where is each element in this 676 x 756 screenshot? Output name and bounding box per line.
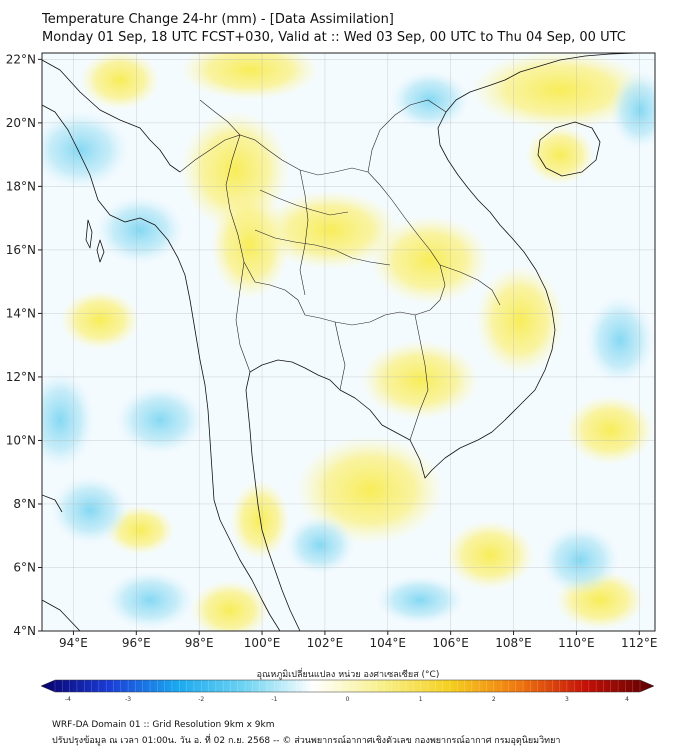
lon-tick-label: 104°E — [370, 636, 407, 650]
lon-tick-label: 98°E — [185, 636, 214, 650]
lon-tick-label: 106°E — [432, 636, 469, 650]
colorbar-tick-label: 0 — [346, 696, 350, 703]
lat-tick-label: 14°N — [6, 306, 36, 320]
footer-credit: ปรับปรุงข้อมูล ณ เวลา 01:00น. วัน อ. ที่… — [52, 736, 561, 746]
latitude-axis: 22°N 20°N 18°N 16°N 14°N 12°N 10°N 8°N 6°N 4°N — [6, 52, 42, 638]
lat-tick-label: 20°N — [6, 116, 36, 130]
temperature-change-map: 94°E 96°E 98°E 100°E 102°E 104°E 106°E 108°E 110… — [6, 52, 658, 703]
lat-tick-label: 18°N — [6, 179, 36, 193]
lat-tick-label: 12°N — [6, 370, 36, 384]
map-subtitle: Monday 01 Sep, 18 UTC FCST+030, Valid at… — [42, 30, 626, 45]
lon-tick-label: 96°E — [122, 636, 151, 650]
colorbar-label: อุณหภูมิเปลี่ยนแปลง หน่วย องศาเซลเซียส (… — [257, 667, 440, 680]
colorbar — [40, 679, 655, 693]
colorbar-tick-label: 4 — [625, 696, 629, 703]
lon-tick-label: 108°E — [495, 636, 532, 650]
temperature-field — [42, 53, 655, 631]
longitude-axis: 94°E 96°E 98°E 100°E 102°E 104°E 106°E 108°E 110… — [59, 631, 658, 650]
lat-tick-label: 4°N — [13, 624, 36, 638]
map-gridlines — [42, 53, 655, 631]
lon-tick-label: 94°E — [59, 636, 88, 650]
lat-tick-label: 22°N — [6, 52, 36, 66]
lat-tick-label: 8°N — [13, 497, 36, 511]
lon-tick-label: 100°E — [244, 636, 281, 650]
coastlines — [42, 53, 641, 631]
colorbar-ticks: -4 -3 -2 -1 0 1 2 3 4 — [65, 696, 629, 703]
colorbar-tick-label: 1 — [419, 696, 423, 703]
lat-tick-label: 10°N — [6, 433, 36, 447]
political-borders — [179, 99, 501, 441]
lat-tick-label: 16°N — [6, 243, 36, 257]
map-frame — [41, 52, 656, 632]
lon-tick-label: 112°E — [621, 636, 658, 650]
footer-model-info: WRF-DA Domain 01 :: Grid Resolution 9km … — [52, 720, 275, 730]
lon-tick-label: 110°E — [558, 636, 595, 650]
lon-tick-label: 102°E — [307, 636, 344, 650]
colorbar-tick-label: -4 — [65, 696, 71, 703]
map-title: Temperature Change 24-hr (mm) - [Data As… — [42, 12, 394, 27]
lat-tick-label: 6°N — [13, 560, 36, 574]
colorbar-tick-label: -1 — [271, 696, 277, 703]
colorbar-tick-label: 2 — [492, 696, 496, 703]
colorbar-tick-label: -2 — [198, 696, 204, 703]
colorbar-tick-label: 3 — [565, 696, 569, 703]
colorbar-tick-label: -3 — [125, 696, 131, 703]
